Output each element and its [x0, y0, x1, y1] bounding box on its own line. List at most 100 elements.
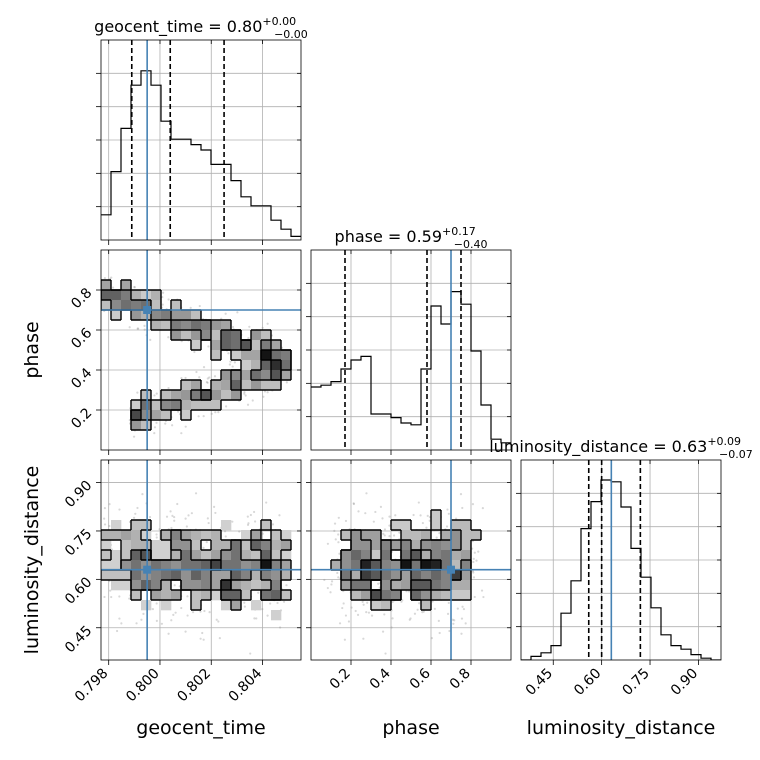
density-cell: [431, 570, 442, 581]
density-cell: [361, 560, 372, 571]
sample-point: [472, 576, 476, 579]
sample-point: [460, 632, 463, 635]
sample-point: [430, 637, 433, 640]
density-cell: [261, 560, 272, 571]
contour-level-2: [130, 339, 282, 421]
density-cell: [141, 390, 152, 401]
density-cell: [461, 560, 472, 571]
density-cell: [121, 290, 132, 301]
sample-point: [195, 370, 198, 374]
sample-point: [278, 514, 281, 517]
sample-point: [225, 405, 228, 408]
sample-point: [416, 608, 419, 611]
sample-point: [417, 501, 420, 504]
density-cell: [201, 400, 212, 411]
sample-point: [247, 522, 250, 525]
density-cell: [241, 370, 252, 381]
density-cell: [251, 570, 262, 581]
density-cell: [221, 540, 232, 551]
x-tick-label-luminosity_distance: 0.75: [620, 666, 653, 699]
sample-point: [337, 533, 340, 536]
density-cell: [151, 570, 162, 581]
density-cell: [141, 420, 152, 431]
sample-point: [408, 618, 411, 621]
density-cell: [351, 580, 362, 591]
sample-point: [191, 611, 195, 614]
density-cell: [121, 530, 132, 541]
density-cell: [431, 580, 442, 591]
density-cell: [181, 410, 192, 421]
density-cell: [191, 400, 202, 411]
density-cell: [421, 580, 432, 591]
density-cell: [111, 550, 122, 561]
sample-point: [438, 631, 441, 635]
sample-point: [378, 586, 381, 589]
sample-point: [251, 399, 254, 402]
sample-point: [475, 559, 478, 562]
sample-point: [337, 516, 340, 519]
density-cell: [181, 330, 192, 341]
density-cell: [441, 560, 452, 571]
sample-point: [285, 381, 288, 384]
density-cell: [171, 310, 182, 321]
sample-point: [184, 425, 187, 428]
sample-point: [201, 631, 204, 635]
density-cell: [241, 530, 252, 541]
sample-point: [134, 512, 137, 515]
density-cell: [231, 570, 242, 581]
density-cell: [111, 570, 122, 581]
sample-point: [132, 435, 136, 438]
density-cell: [121, 280, 132, 291]
density-cell: [371, 560, 382, 571]
panel-frame: [100, 39, 302, 241]
density-cell: [351, 570, 362, 581]
density-cell: [171, 320, 182, 331]
density-cell: [101, 570, 112, 581]
sample-point: [120, 622, 123, 625]
density-cell: [231, 600, 242, 611]
density-cell: [421, 530, 432, 541]
density-cell: [121, 580, 132, 591]
sample-point: [413, 612, 417, 615]
density-cell: [191, 540, 202, 551]
density-cell: [401, 520, 412, 531]
density-cell: [191, 590, 202, 601]
sample-point: [366, 601, 369, 604]
sample-point: [103, 523, 107, 526]
density-cell: [191, 330, 202, 341]
density-cell: [171, 590, 182, 601]
sample-point: [248, 325, 251, 328]
sample-point: [374, 510, 377, 514]
sample-point: [336, 571, 339, 575]
sample-point: [167, 336, 170, 339]
density-cell: [451, 550, 462, 561]
sample-point: [379, 505, 383, 508]
density-cell: [461, 530, 472, 541]
sample-point: [110, 595, 113, 599]
sample-point: [199, 637, 202, 640]
sample-point: [246, 523, 250, 526]
density-cell: [271, 370, 282, 381]
density-cell: [441, 530, 452, 541]
sample-point: [208, 376, 211, 379]
density-cell: [201, 560, 212, 571]
sample-point: [199, 610, 202, 613]
sample-point: [357, 510, 360, 513]
sample-point: [481, 507, 484, 510]
density-cell: [451, 520, 462, 531]
sample-point: [261, 607, 264, 611]
sample-point: [206, 377, 209, 380]
density-cell: [411, 560, 422, 571]
x-tick-label-geocent_time: 0.802: [174, 666, 214, 706]
density-cell: [281, 360, 292, 371]
x-tick-label-geocent_time: 0.798: [72, 666, 112, 706]
density-cell: [201, 590, 212, 601]
sample-point: [391, 617, 394, 620]
density-cell: [121, 300, 132, 311]
density-cell: [141, 310, 152, 321]
sample-point: [388, 515, 391, 518]
sample-point: [383, 534, 386, 537]
density-cell: [471, 530, 482, 541]
sample-point: [108, 524, 111, 528]
